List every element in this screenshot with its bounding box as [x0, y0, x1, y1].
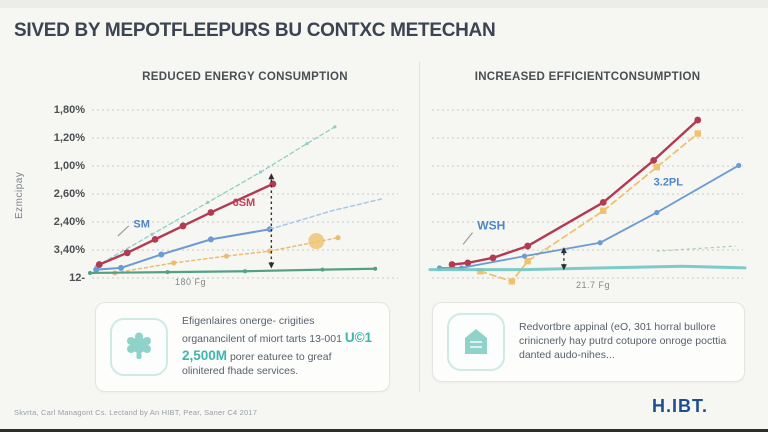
- arrowhead-up: [560, 247, 567, 254]
- red-marker: [694, 116, 702, 124]
- red-marker: [524, 242, 532, 250]
- top-band: [0, 0, 768, 8]
- trend-dashed-marker: [206, 200, 210, 204]
- arrowhead-down: [560, 264, 567, 271]
- arrowhead-up: [268, 173, 275, 180]
- annotation-segment: [462, 232, 473, 245]
- red-marker: [464, 259, 472, 267]
- SM-marker: [207, 236, 214, 243]
- y-tick: 1,00%: [53, 160, 85, 172]
- orange-dashed-marker: [477, 268, 484, 275]
- 6SM-marker: [269, 180, 277, 188]
- flat-green-marker: [88, 270, 92, 275]
- house-icon: [447, 313, 505, 371]
- footer-note: Skvrta, Carl Managont Cs. Lectand by An …: [14, 408, 258, 417]
- y-tick: 2,40%: [53, 216, 85, 228]
- trend-dashed-marker: [150, 232, 154, 236]
- teal-flat-line: [428, 264, 747, 272]
- left-callout-text: Efigenlaires onerge- crigities organanci…: [182, 315, 375, 378]
- left-callout-highlight: U©1 2,500M: [182, 330, 373, 363]
- right-callout-text: Redvortbre appinal (eO, 301 horral bullo…: [519, 321, 727, 361]
- orange-dashed-marker: [524, 258, 531, 265]
- series-label: SM: [133, 219, 150, 231]
- right-callout-card: Redvortbre appinal (eO, 301 horral bullo…: [432, 302, 745, 382]
- y-tick: 2,60%: [53, 188, 85, 200]
- 6SM-line: [98, 182, 275, 266]
- flat-green-marker: [165, 270, 170, 275]
- 6SM-marker: [151, 235, 159, 243]
- 6SM-marker: [95, 261, 103, 268]
- trend-dashed-line: [95, 126, 336, 267]
- left-chart: SM 6SM: [88, 109, 398, 279]
- red-marker: [448, 261, 456, 268]
- gear-icon: [110, 318, 168, 376]
- left-x-axis-label: 180 Fg: [175, 277, 207, 287]
- panel-divider: [419, 62, 420, 392]
- flat-green-marker: [373, 266, 378, 271]
- trend-dashed-marker: [333, 125, 337, 129]
- orange-marker: [171, 260, 177, 266]
- y-tick: 3,40%: [53, 244, 85, 256]
- 6SM-marker: [123, 249, 131, 257]
- SM-projection-line: [269, 198, 383, 231]
- brand-logo: H.IBT.: [652, 396, 709, 416]
- left-y-axis-ticks: 1,80% 1,20% 1,00% 2,60% 2,40% 3,40% 12-: [30, 103, 85, 285]
- y-tick: 12-: [69, 272, 85, 284]
- series-label: WSH: [477, 218, 505, 232]
- trend-dashed-marker: [305, 142, 309, 146]
- blue-marker: [597, 240, 603, 246]
- SM-marker: [93, 266, 100, 273]
- blue-marker: [736, 162, 742, 169]
- red-marker: [599, 199, 607, 206]
- flat-green-marker: [243, 269, 247, 274]
- y-tick: 1,80%: [53, 104, 85, 116]
- page-title: SIVED BY MEPOTFLEEPURS BU CONTXC METECHA…: [14, 20, 496, 41]
- orange-dashed-line: [479, 132, 699, 283]
- right-chart-title: INCREASED EFFICIENTCONSUMPTION: [474, 71, 701, 83]
- annotation-segment: [656, 245, 736, 252]
- right-chart: WSH 3.2PL: [428, 109, 747, 285]
- red-line: [450, 118, 699, 266]
- 6SM-marker: [179, 222, 187, 230]
- left-chart-title: REDUCED ENERGY CONSUMPTION: [142, 71, 348, 83]
- orange-dashed-marker: [653, 163, 660, 171]
- trend-dashed-marker: [258, 170, 263, 174]
- orange-dashed-marker: [694, 130, 701, 137]
- arrowhead-down: [268, 262, 275, 269]
- blue-line: [438, 164, 740, 269]
- 6SM-marker: [207, 209, 215, 216]
- series-label: 6SM: [233, 197, 256, 209]
- left-callout-text-before: Efigenlaires onerge- crigities organanci…: [182, 315, 345, 346]
- orange-dashed-marker: [508, 278, 516, 285]
- orange-line: [114, 236, 339, 274]
- SM-marker: [158, 251, 165, 258]
- flat-green-marker: [320, 267, 325, 272]
- SM-marker: [118, 264, 124, 271]
- red-marker: [650, 157, 658, 164]
- left-callout-card: Efigenlaires onerge- crigities organanci…: [95, 302, 390, 392]
- left-callout-text-after: porer eaturee to greaf olinitered fhade …: [182, 351, 332, 377]
- orange-marker: [335, 235, 341, 241]
- series-label: 3.2PL: [654, 177, 684, 189]
- orange-dashed-marker: [600, 207, 607, 214]
- right-x-axis-label: 21.7 Fg: [576, 280, 611, 290]
- y-tick: 1,20%: [53, 132, 85, 144]
- blue-marker: [654, 209, 660, 216]
- left-y-axis-label: Ezmcipay: [14, 171, 25, 219]
- annotation-segment: [117, 225, 130, 237]
- orange-marker: [223, 253, 229, 259]
- blue-marker: [521, 253, 528, 259]
- bottom-bar: [0, 429, 768, 432]
- highlight-dot: [308, 233, 325, 250]
- SM-line: [95, 228, 271, 271]
- red-marker: [489, 254, 497, 262]
